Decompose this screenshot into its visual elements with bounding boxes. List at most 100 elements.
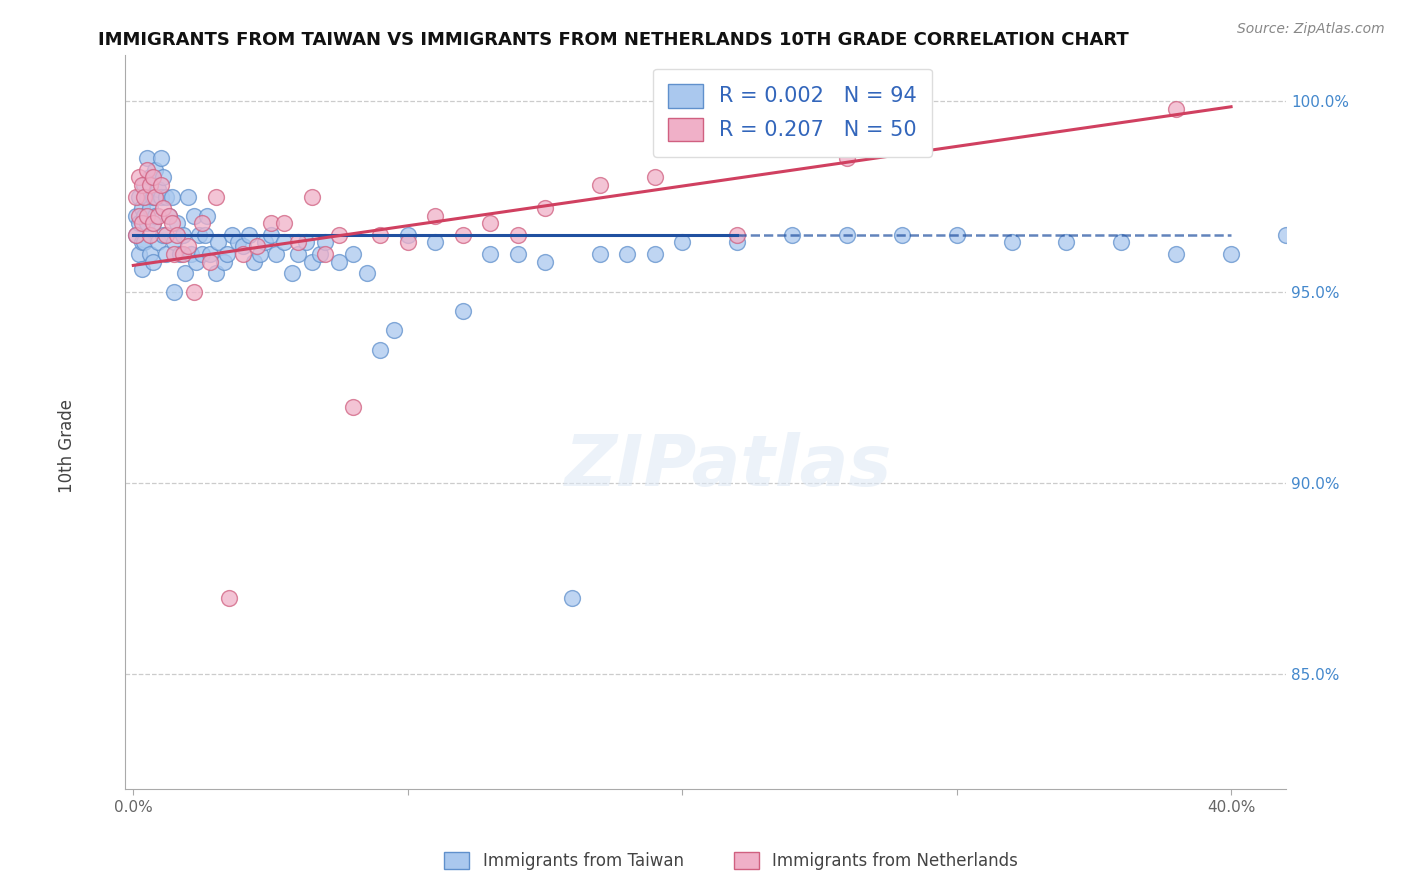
Point [356, 266, 378, 280]
Point [136, 162, 159, 177]
Point [425, 235, 447, 250]
Point [125, 227, 148, 242]
Point [152, 170, 174, 185]
Point [835, 152, 858, 166]
Point [136, 152, 159, 166]
Point [139, 201, 162, 215]
Point [506, 247, 529, 261]
Point [207, 235, 229, 250]
Point [644, 170, 666, 185]
Point [295, 235, 318, 250]
Point [382, 323, 405, 337]
Text: 10th Grade: 10th Grade [59, 399, 76, 493]
Point [301, 189, 323, 203]
Point [243, 254, 266, 268]
Point [131, 262, 153, 277]
Point [221, 227, 243, 242]
Point [561, 591, 583, 605]
Point [1054, 235, 1077, 250]
Point [281, 266, 304, 280]
Point [287, 247, 309, 261]
Point [238, 227, 260, 242]
Point [273, 235, 295, 250]
Point [198, 254, 221, 268]
Legend: R = 0.002   N = 94, R = 0.207   N = 50: R = 0.002 N = 94, R = 0.207 N = 50 [652, 69, 932, 157]
Point [172, 247, 194, 261]
Point [780, 227, 803, 242]
Point [259, 227, 281, 242]
Point [136, 216, 159, 230]
Point [143, 189, 166, 203]
Point [155, 227, 177, 242]
Point [342, 400, 364, 414]
Point [174, 266, 197, 280]
Point [644, 247, 666, 261]
Point [141, 254, 163, 268]
Point [141, 170, 163, 185]
Point [166, 227, 188, 242]
Point [136, 209, 159, 223]
Point [479, 247, 502, 261]
Point [273, 216, 295, 230]
Point [186, 254, 208, 268]
Point [160, 189, 183, 203]
Point [125, 227, 148, 242]
Point [136, 189, 159, 203]
Point [197, 209, 219, 223]
Point [671, 235, 693, 250]
Text: Source: ZipAtlas.com: Source: ZipAtlas.com [1237, 22, 1385, 37]
Point [172, 227, 194, 242]
Text: IMMIGRANTS FROM TAIWAN VS IMMIGRANTS FROM NETHERLANDS 10TH GRADE CORRELATION CHA: IMMIGRANTS FROM TAIWAN VS IMMIGRANTS FRO… [98, 31, 1129, 49]
Point [314, 235, 336, 250]
Point [141, 216, 163, 230]
Point [616, 247, 638, 261]
Point [215, 247, 238, 261]
Point [1000, 235, 1022, 250]
Point [1166, 102, 1188, 116]
Point [396, 235, 419, 250]
Point [155, 247, 177, 261]
Point [183, 209, 205, 223]
Point [368, 343, 391, 357]
Point [143, 162, 166, 177]
Point [143, 209, 166, 223]
Point [204, 266, 226, 280]
Point [125, 209, 148, 223]
Point [128, 209, 150, 223]
Point [246, 239, 269, 253]
Point [212, 254, 235, 268]
Point [134, 189, 156, 203]
Point [139, 247, 162, 261]
Point [479, 216, 502, 230]
Point [301, 254, 323, 268]
Point [204, 189, 226, 203]
Legend: Immigrants from Taiwan, Immigrants from Netherlands: Immigrants from Taiwan, Immigrants from … [437, 845, 1025, 877]
Point [194, 227, 217, 242]
Point [152, 227, 174, 242]
Point [396, 227, 419, 242]
Point [146, 235, 169, 250]
Point [134, 178, 156, 193]
Point [534, 254, 557, 268]
Point [169, 247, 191, 261]
Point [139, 227, 162, 242]
Point [232, 239, 254, 253]
Point [152, 201, 174, 215]
Point [163, 235, 186, 250]
Point [163, 285, 186, 300]
Point [146, 182, 169, 196]
Point [141, 189, 163, 203]
Point [725, 235, 748, 250]
Point [188, 227, 211, 242]
Point [368, 227, 391, 242]
Point [183, 285, 205, 300]
Point [254, 235, 277, 250]
Point [141, 216, 163, 230]
Point [128, 189, 150, 203]
Point [328, 254, 350, 268]
Point [945, 227, 967, 242]
Point [309, 247, 332, 261]
Point [177, 189, 200, 203]
Point [232, 247, 254, 261]
Point [451, 227, 474, 242]
